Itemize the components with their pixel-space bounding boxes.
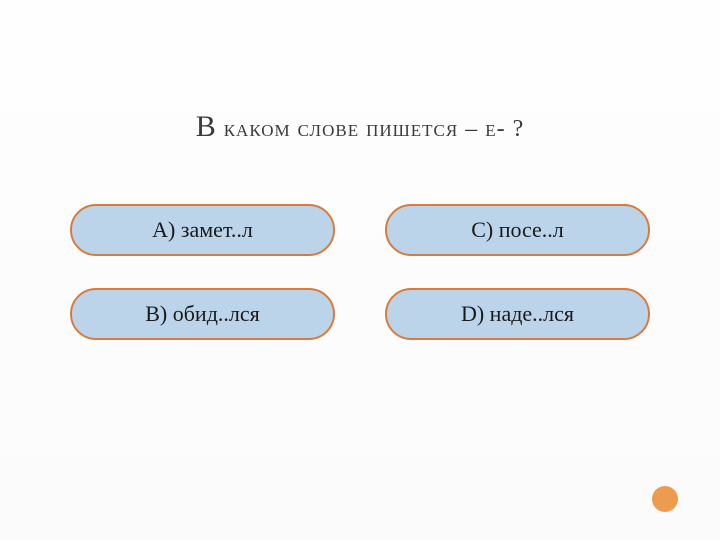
question-first-letter: В [196,110,217,143]
option-b-button[interactable]: В) обид..лся [70,288,335,340]
option-a-button[interactable]: А) замет..л [70,204,335,256]
question-rest: каком слове пишется – е- ? [217,116,525,142]
options-grid: А) замет..л С) посе..л В) обид..лся D) н… [70,204,650,340]
option-d-label: D) наде..лся [461,301,574,327]
nav-next-button[interactable] [652,486,678,512]
question-title: В каком слове пишется – е- ? [20,110,700,144]
option-c-button[interactable]: С) посе..л [385,204,650,256]
option-a-label: А) замет..л [152,217,253,243]
option-c-label: С) посе..л [471,217,564,243]
slide-container: В каком слове пишется – е- ? А) замет..л… [0,0,720,540]
option-d-button[interactable]: D) наде..лся [385,288,650,340]
option-b-label: В) обид..лся [145,301,260,327]
